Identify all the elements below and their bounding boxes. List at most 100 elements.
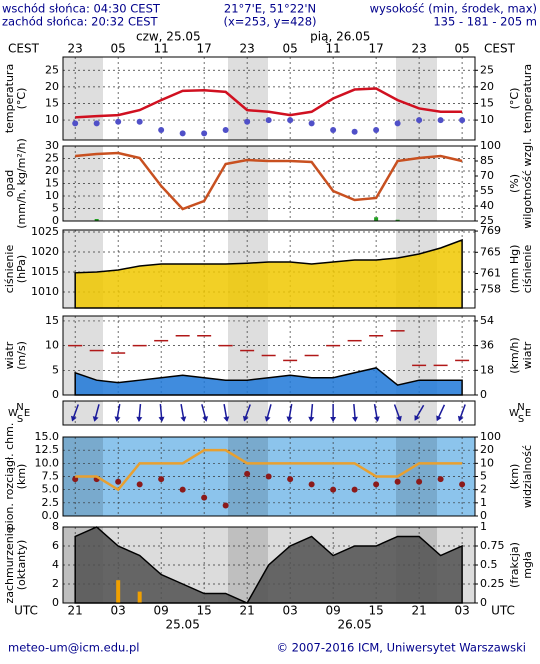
x-tick-label: 05 bbox=[282, 42, 297, 56]
y-tick-label: 0 bbox=[52, 388, 59, 401]
y-tick-label: 25 bbox=[45, 152, 59, 165]
dot bbox=[93, 120, 100, 127]
y2-tick-label: 54 bbox=[480, 314, 494, 327]
dot bbox=[244, 470, 251, 477]
y2-axis-title: wiatr bbox=[521, 341, 534, 369]
x-tick-label: 05 bbox=[111, 42, 126, 56]
elevation: 135 - 181 - 205 m bbox=[433, 15, 537, 29]
bar bbox=[116, 580, 121, 603]
dot bbox=[179, 486, 186, 493]
y2-tick-label: 758 bbox=[480, 282, 501, 295]
dot bbox=[459, 117, 466, 124]
y2-axis-title: wilgotność wzgl. bbox=[521, 138, 534, 228]
dot bbox=[308, 481, 315, 488]
dot bbox=[351, 486, 358, 493]
elevation-title: wysokość (min, środek, max) bbox=[370, 2, 537, 16]
y-tick-label: 1015 bbox=[31, 265, 59, 278]
dot bbox=[394, 120, 401, 127]
dot bbox=[394, 478, 401, 485]
y2-tick-label: 5 bbox=[480, 470, 487, 483]
panel-background bbox=[63, 57, 475, 140]
y-tick-label: 20 bbox=[45, 164, 59, 177]
y-tick-label: 5.0 bbox=[42, 483, 60, 496]
y2-tick-label: 1 bbox=[480, 496, 487, 509]
wind-arrow bbox=[308, 403, 315, 422]
time-unit: CEST bbox=[8, 42, 40, 56]
dot bbox=[222, 127, 229, 134]
dot bbox=[287, 476, 294, 483]
y-tick-label: 2.5 bbox=[42, 496, 60, 509]
wind-arrow bbox=[351, 403, 358, 422]
wind-arrow bbox=[457, 404, 466, 422]
area bbox=[74, 526, 463, 604]
x-tick-label: 09 bbox=[325, 604, 340, 618]
compass-label: W bbox=[509, 408, 519, 419]
y-tick-label: 10 bbox=[45, 189, 59, 202]
dot bbox=[416, 117, 423, 124]
bar bbox=[395, 219, 400, 221]
y2-tick-label: 765 bbox=[480, 245, 501, 258]
y-tick-label: 10.0 bbox=[35, 456, 60, 469]
y2-tick-label: 100 bbox=[480, 139, 501, 152]
wind-arrow bbox=[136, 403, 143, 422]
x-tick-label: 03 bbox=[454, 604, 469, 618]
y-tick-label: 0.0 bbox=[42, 509, 60, 522]
night-band bbox=[63, 57, 103, 140]
y-tick-label: 12.5 bbox=[35, 443, 60, 456]
x-tick-label: 09 bbox=[154, 604, 169, 618]
y2-tick-label: 0.5 bbox=[480, 558, 498, 571]
line bbox=[75, 151, 463, 211]
y-axis-title: ciśnienie bbox=[3, 245, 16, 294]
y-axis-title: (°C) bbox=[15, 88, 28, 110]
x-tick-label: 11 bbox=[325, 42, 340, 56]
y-axis-title: zachmurzenie bbox=[3, 526, 16, 603]
dot bbox=[287, 117, 294, 124]
dot bbox=[244, 118, 251, 125]
panel-frame bbox=[62, 400, 476, 426]
y2-axis-title: temperatura bbox=[521, 64, 534, 133]
dot bbox=[136, 481, 143, 488]
x-tick-label: 23 bbox=[68, 42, 83, 56]
x-tick-label: 11 bbox=[154, 42, 169, 56]
y2-tick-label: 1 bbox=[480, 520, 487, 533]
area bbox=[74, 367, 463, 396]
y-axis-title: wiatr bbox=[3, 341, 16, 369]
y2-tick-label: 0.75 bbox=[480, 539, 505, 552]
y-axis-title: opad bbox=[3, 170, 16, 197]
wind-arrow bbox=[414, 404, 425, 421]
y2-tick-label: 15 bbox=[480, 96, 494, 109]
grid-point: (x=253, y=428) bbox=[223, 15, 316, 29]
y-tick-label: 0 bbox=[52, 596, 59, 609]
sunrise: wschód słońca: 04:30 CEST bbox=[2, 2, 161, 16]
x-tick-label: 05 bbox=[454, 42, 469, 56]
arrow-head bbox=[286, 416, 293, 422]
wind-arrow bbox=[242, 404, 251, 422]
wind-arrow bbox=[393, 404, 402, 422]
dot bbox=[459, 481, 466, 488]
panel-frame bbox=[62, 56, 476, 141]
y2-tick-label: 18 bbox=[480, 363, 494, 376]
x-tick-label: 03 bbox=[282, 604, 297, 618]
y-axis-title: (mm/h, kg/m²/h) bbox=[15, 138, 28, 229]
arrow-head bbox=[414, 414, 420, 421]
arrow-head bbox=[136, 416, 143, 422]
coords: 21°7'E, 51°22'N bbox=[224, 2, 316, 16]
y-axis-title: pion. rozciągł. chm. bbox=[3, 423, 16, 531]
dot bbox=[437, 476, 444, 483]
arrow-head bbox=[396, 415, 402, 422]
y-tick-label: 1010 bbox=[31, 285, 59, 298]
wind-arrow bbox=[114, 404, 121, 422]
panel-frame bbox=[62, 436, 476, 517]
dot bbox=[330, 127, 337, 134]
y2-axis-title: (%) bbox=[508, 174, 521, 193]
copyright: © 2007-2016 ICM, Uniwersytet Warszawski bbox=[276, 641, 526, 655]
dot bbox=[201, 130, 208, 137]
y2-tick-label: 25 bbox=[480, 214, 494, 227]
dot bbox=[158, 476, 165, 483]
y-tick-label: 2 bbox=[52, 577, 59, 590]
night-band bbox=[396, 57, 437, 140]
panel-frame bbox=[62, 315, 476, 396]
dot bbox=[222, 502, 229, 509]
dot bbox=[201, 494, 208, 501]
y-tick-label: 1025 bbox=[31, 225, 59, 238]
